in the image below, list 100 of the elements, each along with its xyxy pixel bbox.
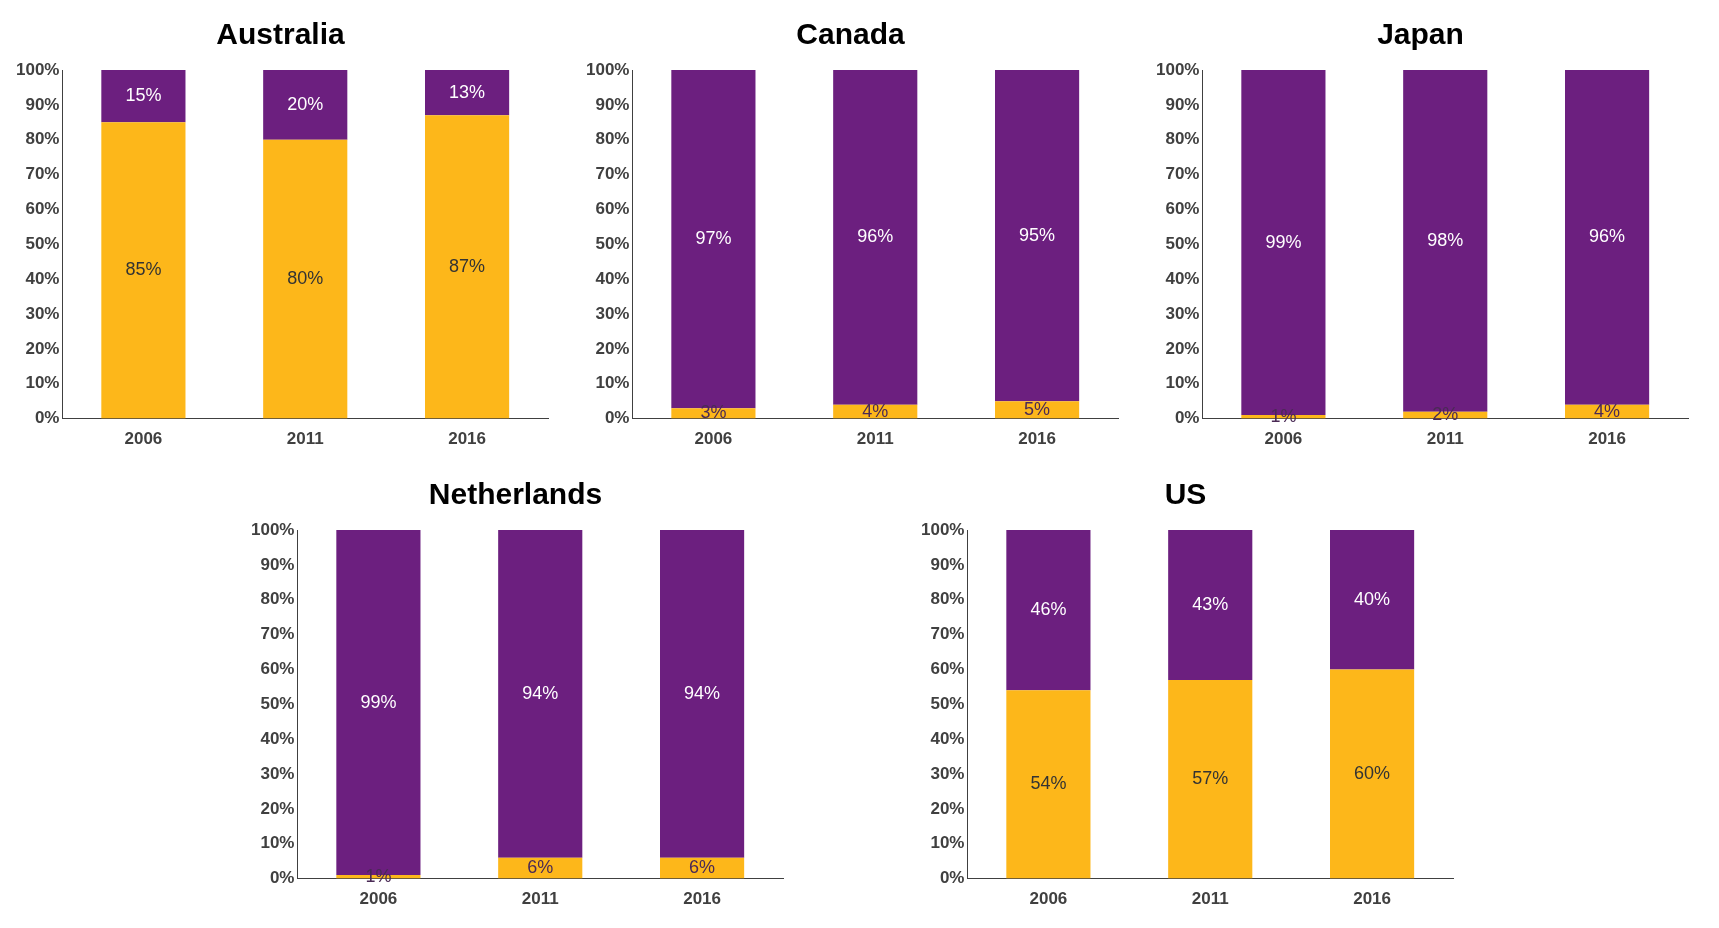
chart-title: Australia — [216, 17, 345, 51]
y-tick-label: 90% — [595, 94, 630, 114]
y-tick-label: 30% — [1165, 303, 1200, 323]
data-label: 80% — [287, 268, 324, 289]
data-label: 3% — [700, 402, 727, 423]
y-tick-label: 10% — [260, 833, 295, 853]
bar — [995, 70, 1080, 402]
bar — [1006, 690, 1091, 879]
y-tick-label: 100% — [1156, 59, 1200, 79]
y-tick-label: 100% — [586, 59, 630, 79]
data-label: 40% — [1354, 588, 1391, 609]
data-label: 6% — [527, 857, 554, 878]
y-tick-label: 90% — [1165, 94, 1200, 114]
y-tick-label: 70% — [595, 164, 630, 184]
y-tick-label: 10% — [25, 373, 60, 393]
x-tick-label: 2011 — [286, 429, 324, 449]
y-tick-label: 70% — [260, 624, 295, 644]
y-tick-label: 50% — [25, 233, 60, 253]
bar — [1565, 70, 1650, 405]
data-label: 54% — [1030, 773, 1067, 794]
chart-title: Japan — [1377, 17, 1464, 51]
y-tick-label: 50% — [595, 233, 630, 253]
y-tick-label: 70% — [25, 164, 60, 184]
chart-title: Netherlands — [428, 477, 603, 511]
y-tick-label: 30% — [595, 303, 630, 323]
y-tick-label: 0% — [939, 868, 965, 888]
chart-title: US — [1164, 477, 1207, 511]
x-tick-label: 2016 — [1018, 429, 1056, 449]
y-tick-label: 60% — [260, 659, 295, 679]
bar — [263, 139, 348, 419]
data-label: 43% — [1192, 593, 1229, 614]
data-label: 13% — [449, 81, 486, 102]
y-tick-label: 30% — [930, 763, 965, 783]
data-label: 60% — [1354, 762, 1391, 783]
data-label: 99% — [1265, 231, 1302, 252]
bar — [263, 70, 348, 140]
y-tick-label: 70% — [930, 624, 965, 644]
data-label: 5% — [1024, 398, 1051, 419]
x-tick-label: 2006 — [1264, 429, 1303, 449]
y-tick-label: 20% — [25, 338, 60, 358]
y-tick-label: 80% — [930, 589, 965, 609]
x-tick-label: 2011 — [856, 429, 894, 449]
y-tick-label: 0% — [604, 408, 630, 428]
y-tick-label: 40% — [260, 728, 295, 748]
data-label: 57% — [1192, 768, 1229, 789]
data-label: 96% — [857, 226, 894, 247]
y-tick-label: 40% — [595, 268, 630, 288]
bar — [425, 115, 510, 419]
y-tick-label: 60% — [930, 659, 965, 679]
y-tick-label: 100% — [16, 59, 60, 79]
x-tick-label: 2006 — [1029, 889, 1068, 909]
bar — [1168, 530, 1253, 680]
data-label: 98% — [1427, 229, 1464, 250]
x-tick-label: 2016 — [1353, 889, 1391, 909]
x-tick-label: 2006 — [124, 429, 163, 449]
y-tick-label: 80% — [260, 589, 295, 609]
x-tick-label: 2016 — [683, 889, 721, 909]
y-tick-label: 100% — [251, 519, 295, 539]
data-label: 94% — [684, 682, 721, 703]
data-label: 97% — [695, 228, 732, 249]
bar — [498, 530, 583, 858]
x-tick-label: 2006 — [694, 429, 733, 449]
y-tick-label: 50% — [1165, 233, 1200, 253]
y-tick-label: 80% — [25, 129, 60, 149]
y-tick-label: 90% — [25, 94, 60, 114]
x-tick-label: 2011 — [1191, 889, 1229, 909]
y-tick-label: 20% — [930, 798, 965, 818]
y-tick-label: 10% — [1165, 373, 1200, 393]
bar — [425, 70, 510, 116]
bar — [1006, 530, 1091, 691]
data-label: 96% — [1589, 226, 1626, 247]
y-tick-label: 20% — [595, 338, 630, 358]
bar — [1330, 530, 1415, 670]
bar — [101, 122, 186, 419]
y-tick-label: 10% — [595, 373, 630, 393]
data-label: 95% — [1019, 224, 1056, 245]
data-label: 94% — [522, 682, 559, 703]
y-tick-label: 0% — [34, 408, 60, 428]
y-tick-label: 50% — [260, 693, 295, 713]
x-tick-label: 2011 — [521, 889, 559, 909]
data-label: 46% — [1030, 599, 1067, 620]
data-label: 87% — [449, 255, 486, 276]
y-tick-label: 90% — [930, 554, 965, 574]
data-label: 4% — [862, 400, 889, 421]
data-label: 85% — [125, 259, 162, 280]
y-tick-label: 20% — [260, 798, 295, 818]
data-label: 20% — [287, 93, 324, 114]
y-tick-label: 20% — [1165, 338, 1200, 358]
bar — [660, 530, 745, 858]
chart-title: Canada — [796, 17, 905, 51]
y-tick-label: 30% — [25, 303, 60, 323]
y-tick-label: 40% — [1165, 268, 1200, 288]
y-tick-label: 10% — [930, 833, 965, 853]
y-tick-label: 70% — [1165, 164, 1200, 184]
data-label: 99% — [360, 691, 397, 712]
y-tick-label: 30% — [260, 763, 295, 783]
y-tick-label: 90% — [260, 554, 295, 574]
y-tick-label: 80% — [595, 129, 630, 149]
y-tick-label: 0% — [269, 868, 295, 888]
y-tick-label: 0% — [1174, 408, 1200, 428]
